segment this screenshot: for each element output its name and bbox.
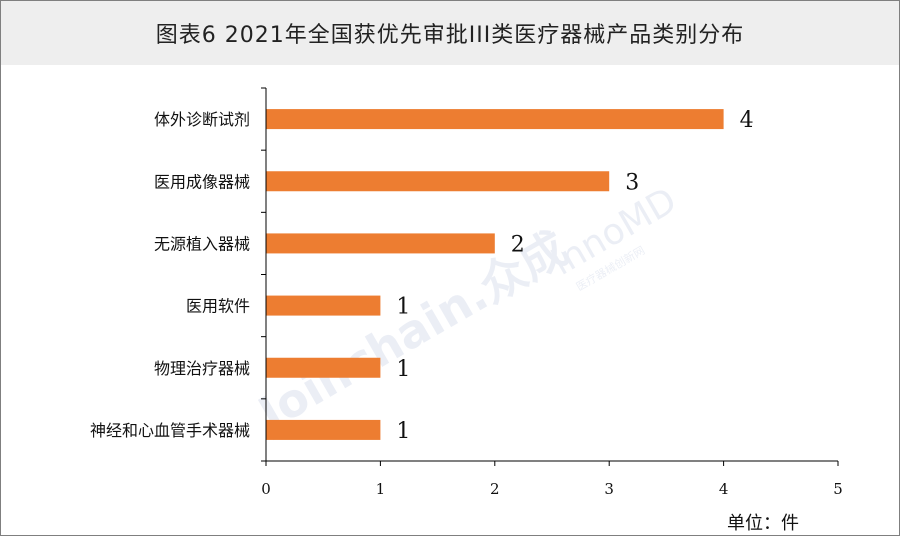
x-tick-label-3: 3 bbox=[604, 480, 614, 498]
title-bar: 图表6 2021年全国获优先审批III类医疗器械产品类别分布 bbox=[1, 1, 899, 65]
watermark-joinchain: Joinchain.众成 bbox=[247, 221, 576, 442]
category-label-1: 医用成像器械 bbox=[154, 172, 250, 191]
bar-1 bbox=[266, 171, 610, 192]
value-label-5: 1 bbox=[396, 419, 410, 444]
value-label-1: 3 bbox=[625, 170, 639, 195]
axes-group bbox=[261, 87, 839, 466]
category-label-2: 无源植入器械 bbox=[154, 234, 250, 253]
category-label-4: 物理治疗器械 bbox=[154, 359, 250, 378]
category-label-0: 体外诊断试剂 bbox=[154, 110, 250, 129]
bar-3 bbox=[266, 295, 381, 316]
category-label-5: 神经和心血管手术器械 bbox=[90, 421, 250, 440]
value-label-4: 1 bbox=[396, 357, 410, 382]
value-label-3: 1 bbox=[396, 295, 410, 320]
labels-group: 4 体外诊断试剂 3 医用成像器械 2 无源植入器械 1 医用软件 1 物理治疗器械 1 神经和心血管… bbox=[90, 108, 843, 498]
x-tick-label-5: 5 bbox=[833, 480, 843, 498]
bar-0 bbox=[266, 109, 724, 130]
x-tick-label-0: 0 bbox=[261, 480, 271, 498]
value-label-2: 2 bbox=[511, 232, 525, 257]
bar-4 bbox=[266, 357, 381, 378]
x-tick-label-2: 2 bbox=[490, 480, 500, 498]
x-tick-label-4: 4 bbox=[719, 480, 729, 498]
unit-label: 单位：件 bbox=[727, 513, 799, 534]
chart-title: 图表6 2021年全国获优先审批III类医疗器械产品类别分布 bbox=[155, 23, 745, 48]
x-tick-label-1: 1 bbox=[376, 480, 386, 498]
bar-5 bbox=[266, 419, 381, 440]
bars-group bbox=[266, 109, 724, 440]
value-label-0: 4 bbox=[740, 108, 754, 133]
bar-2 bbox=[266, 233, 495, 254]
category-label-3: 医用软件 bbox=[186, 297, 250, 316]
